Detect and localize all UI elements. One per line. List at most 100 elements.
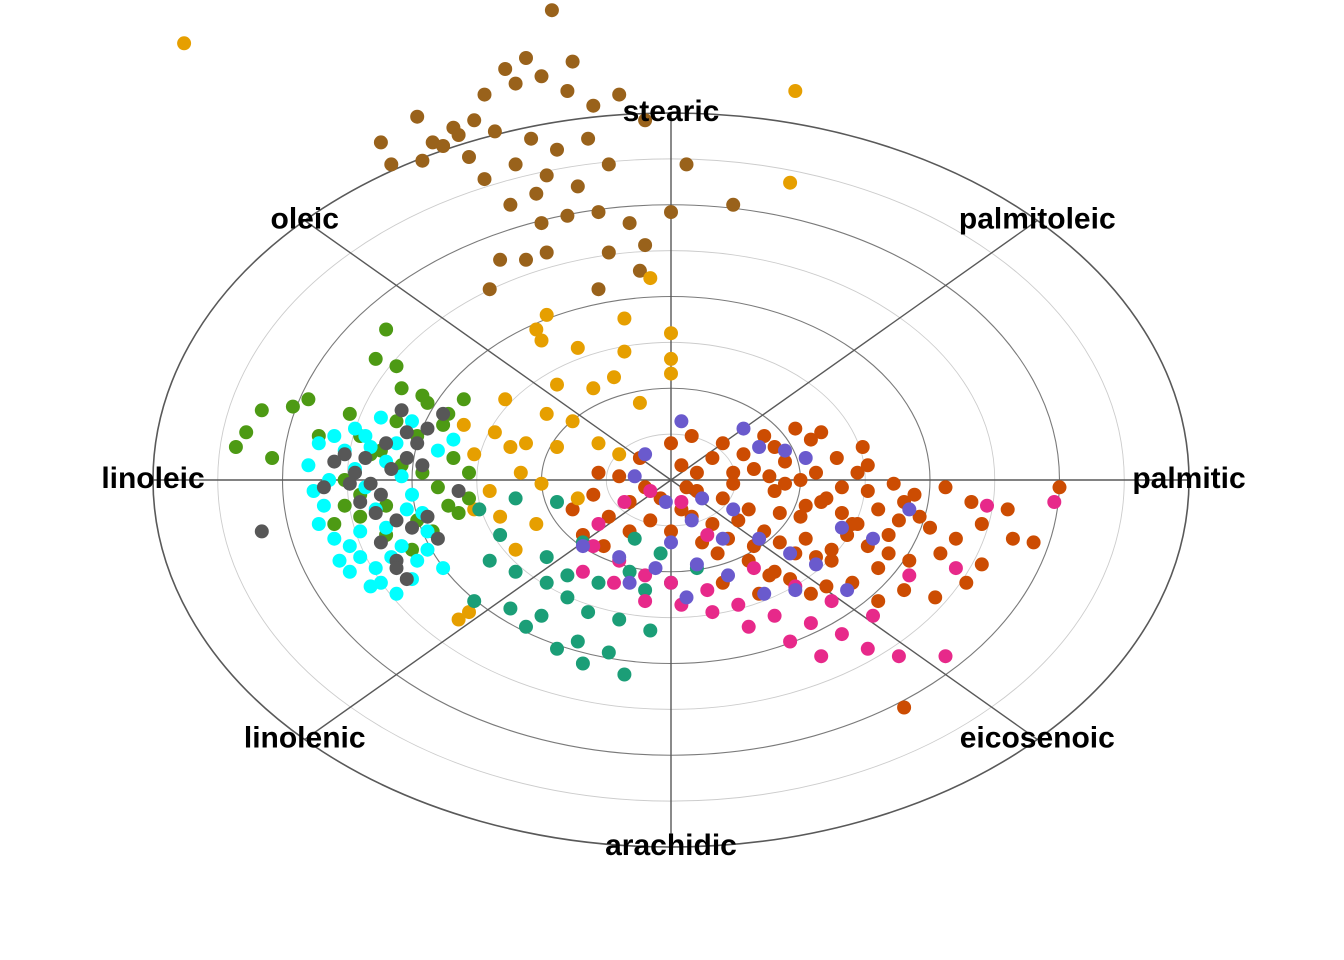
- data-point: [239, 425, 254, 440]
- data-point: [575, 656, 590, 671]
- data-point: [840, 583, 855, 598]
- data-point: [607, 370, 621, 385]
- data-point: [783, 546, 798, 561]
- data-point: [436, 417, 451, 432]
- data-point: [379, 322, 394, 337]
- data-point: [487, 124, 502, 139]
- data-point: [498, 392, 513, 407]
- data-point: [798, 498, 813, 513]
- data-point: [539, 575, 554, 590]
- data-point: [358, 429, 373, 443]
- data-point: [715, 491, 730, 506]
- data-point: [508, 157, 523, 172]
- data-point: [456, 417, 471, 432]
- data-point: [772, 535, 787, 550]
- data-point: [575, 564, 590, 579]
- data-point: [834, 520, 849, 535]
- data-point: [477, 172, 492, 187]
- data-point: [700, 583, 715, 598]
- data-point: [565, 54, 580, 69]
- data-point: [684, 429, 699, 443]
- data-point: [560, 590, 575, 605]
- data-point: [752, 531, 767, 546]
- data-point: [342, 406, 357, 421]
- data-point: [736, 447, 751, 462]
- data-point: [617, 344, 632, 359]
- data-point: [389, 436, 404, 451]
- data-point: [451, 484, 466, 498]
- data-point: [689, 557, 704, 572]
- data-point: [964, 495, 979, 509]
- data-point: [384, 157, 399, 172]
- data-point: [482, 553, 497, 568]
- data-point: [462, 491, 476, 506]
- data-point: [980, 498, 994, 513]
- data-point: [757, 586, 772, 601]
- data-point: [586, 539, 601, 554]
- data-point: [824, 594, 839, 609]
- data-point: [897, 700, 912, 715]
- data-point: [684, 513, 699, 528]
- anchor-label-palmitic: palmitic: [1132, 462, 1245, 495]
- data-point: [446, 451, 461, 465]
- data-point: [829, 451, 844, 465]
- data-point: [405, 487, 419, 502]
- data-point: [436, 139, 451, 153]
- data-point: [617, 495, 632, 509]
- data-point: [550, 377, 564, 392]
- data-point: [544, 3, 559, 18]
- data-point: [311, 517, 326, 531]
- data-point: [736, 421, 751, 436]
- data-point: [726, 465, 741, 480]
- data-point: [405, 414, 419, 429]
- data-point: [519, 252, 533, 267]
- data-point: [783, 175, 798, 190]
- data-point: [394, 381, 409, 396]
- data-point: [550, 142, 564, 157]
- data-point: [591, 205, 606, 220]
- data-point: [467, 594, 482, 609]
- data-point: [358, 451, 373, 465]
- data-point: [881, 528, 896, 542]
- data-points: [177, 3, 1067, 715]
- data-point: [627, 469, 642, 484]
- data-point: [612, 550, 627, 565]
- data-point: [508, 564, 523, 579]
- data-point: [550, 495, 564, 509]
- data-point: [664, 535, 678, 550]
- data-point: [493, 252, 508, 267]
- data-point: [617, 311, 632, 326]
- data-point: [436, 561, 451, 576]
- data-point: [814, 425, 829, 440]
- data-point: [674, 495, 689, 509]
- axis-oleic: [304, 219, 672, 481]
- data-point: [731, 513, 746, 528]
- data-point: [664, 205, 678, 220]
- data-point: [513, 465, 528, 480]
- data-point: [679, 590, 694, 605]
- data-point: [410, 553, 425, 568]
- data-point: [819, 579, 834, 594]
- data-point: [550, 641, 564, 656]
- data-point: [373, 535, 388, 550]
- data-point: [638, 113, 653, 128]
- data-point: [612, 87, 627, 102]
- data-point: [855, 440, 870, 454]
- data-point: [487, 425, 502, 440]
- data-point: [627, 531, 642, 546]
- data-point: [715, 531, 730, 546]
- data-point: [974, 557, 989, 572]
- data-point: [316, 480, 331, 495]
- data-point: [643, 513, 658, 528]
- data-point: [529, 322, 544, 337]
- anchor-labels: palmitic palmitoleic stearic oleic linoleic l…: [101, 95, 1245, 862]
- data-point: [746, 561, 761, 576]
- data-point: [731, 597, 746, 612]
- data-point: [586, 98, 601, 113]
- data-point: [809, 557, 823, 572]
- data-point: [679, 157, 694, 172]
- data-point: [886, 476, 901, 491]
- data-point: [415, 153, 430, 168]
- data-point: [798, 531, 813, 546]
